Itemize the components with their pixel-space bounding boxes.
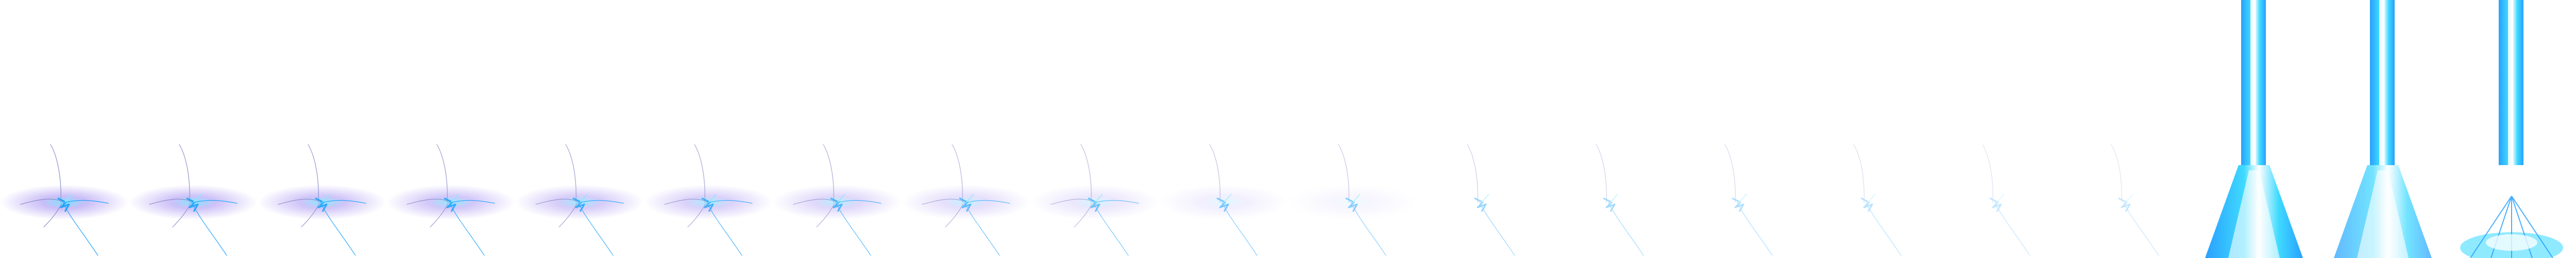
beam-frame bbox=[2190, 0, 2318, 258]
burst-frame bbox=[1932, 0, 2061, 258]
spark-arcs bbox=[922, 144, 1010, 256]
spark-arcs bbox=[793, 144, 882, 256]
burst-frame bbox=[902, 0, 1030, 258]
spark-arcs bbox=[1853, 144, 1902, 256]
burst-frame bbox=[1159, 0, 1288, 258]
spark-arcs bbox=[1050, 144, 1139, 256]
spark-arcs bbox=[20, 144, 109, 256]
burst-frame bbox=[1674, 0, 1803, 258]
spark-arcs bbox=[1467, 144, 1515, 256]
spark-arcs bbox=[1982, 144, 2030, 256]
spark-arcs bbox=[278, 144, 366, 256]
burst-frame bbox=[386, 0, 515, 258]
burst-frame bbox=[515, 0, 644, 258]
burst-frame bbox=[1417, 0, 1546, 258]
burst-frame bbox=[644, 0, 773, 258]
burst-frame bbox=[258, 0, 386, 258]
burst-frame bbox=[1030, 0, 1159, 258]
burst-frame bbox=[129, 0, 258, 258]
spark-arcs bbox=[2111, 144, 2159, 256]
spark-arcs bbox=[664, 144, 753, 256]
beam-frame bbox=[2318, 0, 2447, 258]
burst-frame bbox=[2061, 0, 2190, 258]
spark-arcs bbox=[1209, 144, 1258, 256]
burst-frame bbox=[773, 0, 902, 258]
spark-arcs bbox=[1338, 144, 1386, 256]
burst-frame bbox=[1803, 0, 1932, 258]
spark-arcs bbox=[1724, 144, 1773, 256]
burst-frame bbox=[0, 0, 129, 258]
spark-arcs bbox=[535, 144, 624, 256]
spark-arcs bbox=[149, 144, 238, 256]
burst-frame bbox=[1546, 0, 1674, 258]
burst-frame bbox=[1288, 0, 1417, 258]
spark-arcs bbox=[406, 144, 495, 256]
beam-frame bbox=[2447, 0, 2576, 258]
spark-arcs bbox=[1596, 144, 1644, 256]
